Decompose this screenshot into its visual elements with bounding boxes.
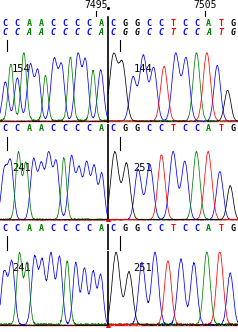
Text: C: C xyxy=(15,224,20,233)
Text: A: A xyxy=(39,224,44,233)
Text: T: T xyxy=(218,224,223,233)
Text: A: A xyxy=(99,28,104,38)
Text: T: T xyxy=(170,124,175,133)
Text: C: C xyxy=(110,28,115,38)
Text: A: A xyxy=(206,19,211,28)
Text: 154: 154 xyxy=(12,64,31,74)
Text: G: G xyxy=(134,28,139,38)
Text: T: T xyxy=(170,19,175,28)
Text: C: C xyxy=(110,124,115,133)
Text: C: C xyxy=(74,224,79,233)
Text: A: A xyxy=(206,28,211,38)
Text: C: C xyxy=(159,28,164,38)
Text: C: C xyxy=(194,224,199,233)
Text: C: C xyxy=(87,19,92,28)
Text: A: A xyxy=(27,19,32,28)
Text: A: A xyxy=(99,19,104,28)
Text: G: G xyxy=(230,124,235,133)
Text: A: A xyxy=(39,19,44,28)
Text: C: C xyxy=(3,28,8,38)
Text: C: C xyxy=(182,124,187,133)
Text: A: A xyxy=(39,28,44,38)
Text: C: C xyxy=(15,28,20,38)
Text: C: C xyxy=(146,28,151,38)
Text: A: A xyxy=(99,224,104,233)
Text: T: T xyxy=(218,124,223,133)
Text: C: C xyxy=(63,224,68,233)
Text: G: G xyxy=(230,19,235,28)
Text: C: C xyxy=(51,28,56,38)
Text: C: C xyxy=(63,124,68,133)
Text: C: C xyxy=(194,19,199,28)
Text: G: G xyxy=(123,224,128,233)
Text: A: A xyxy=(27,28,32,38)
Text: C: C xyxy=(194,28,199,38)
Text: C: C xyxy=(146,19,151,28)
Text: C: C xyxy=(182,19,187,28)
Text: C: C xyxy=(159,19,164,28)
Text: 241: 241 xyxy=(12,263,31,273)
Text: G: G xyxy=(134,19,139,28)
Text: C: C xyxy=(110,19,115,28)
Text: G: G xyxy=(123,124,128,133)
Text: C: C xyxy=(51,224,56,233)
Text: C: C xyxy=(159,124,164,133)
Text: T: T xyxy=(218,28,223,38)
Text: G: G xyxy=(134,124,139,133)
Text: A: A xyxy=(27,224,32,233)
Text: C: C xyxy=(74,19,79,28)
Text: C: C xyxy=(182,28,187,38)
Text: 7505: 7505 xyxy=(193,0,216,10)
Text: C: C xyxy=(3,224,8,233)
Text: C: C xyxy=(15,19,20,28)
Text: A: A xyxy=(99,124,104,133)
Text: C: C xyxy=(15,124,20,133)
Text: C: C xyxy=(87,124,92,133)
Text: 7495: 7495 xyxy=(85,0,108,10)
Text: A: A xyxy=(206,124,211,133)
Text: 241: 241 xyxy=(12,163,31,173)
Text: C: C xyxy=(182,224,187,233)
Text: C: C xyxy=(63,19,68,28)
Text: C: C xyxy=(51,19,56,28)
Text: C: C xyxy=(194,124,199,133)
Text: C: C xyxy=(51,124,56,133)
Text: T: T xyxy=(218,19,223,28)
Text: 251: 251 xyxy=(134,163,152,173)
Text: G: G xyxy=(123,28,128,38)
Text: C: C xyxy=(159,224,164,233)
Text: C: C xyxy=(74,124,79,133)
Text: C: C xyxy=(87,28,92,38)
Text: A: A xyxy=(39,124,44,133)
Text: G: G xyxy=(134,224,139,233)
Text: C: C xyxy=(146,124,151,133)
Text: G: G xyxy=(123,19,128,28)
Text: C: C xyxy=(146,224,151,233)
Text: C: C xyxy=(3,19,8,28)
Text: C: C xyxy=(63,28,68,38)
Text: 144: 144 xyxy=(134,64,152,74)
Text: C: C xyxy=(74,28,79,38)
Text: T: T xyxy=(170,224,175,233)
Text: T: T xyxy=(170,28,175,38)
Text: C: C xyxy=(3,124,8,133)
Text: C: C xyxy=(110,224,115,233)
Text: G: G xyxy=(230,28,235,38)
Text: G: G xyxy=(230,224,235,233)
Text: 251: 251 xyxy=(134,263,152,273)
Text: A: A xyxy=(27,124,32,133)
Text: C: C xyxy=(87,224,92,233)
Text: A: A xyxy=(206,224,211,233)
